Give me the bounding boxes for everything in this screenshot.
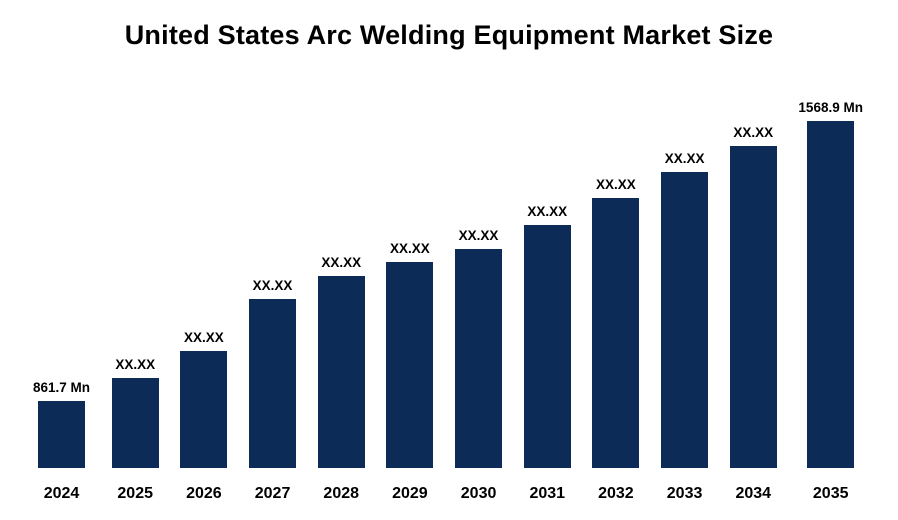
bar-value-label: XX.XX xyxy=(733,125,774,140)
x-axis-tick-label: 2025 xyxy=(117,485,153,502)
bar xyxy=(386,262,434,468)
bar xyxy=(592,198,640,468)
bar xyxy=(523,225,571,468)
bar-value-label: 1568.9 Mn xyxy=(798,100,863,115)
bar xyxy=(111,378,159,468)
bar-column: XX.XX 2030 xyxy=(455,62,503,520)
x-axis-tick-label: 2034 xyxy=(735,485,772,502)
bar-value-label: XX.XX xyxy=(596,177,636,192)
bar-value-label: XX.XX xyxy=(664,151,705,166)
bar-value-label: XX.XX xyxy=(321,255,362,270)
x-axis-tick-label: 2029 xyxy=(392,485,428,502)
x-axis-tick-label: 2035 xyxy=(812,485,849,502)
bar xyxy=(729,146,777,468)
bar-chart-plot-area: 861.7 Mn 2024 XX.XX 2025 XX.XX 2026 XX.XX 2027 X… xyxy=(33,62,863,520)
bar-column: 861.7 Mn 2024 xyxy=(33,62,90,520)
bar-value-label: XX.XX xyxy=(183,330,224,345)
bar xyxy=(38,401,86,468)
bar-column: XX.XX 2028 xyxy=(317,62,365,520)
bar-column: 1568.9 Mn 2035 xyxy=(798,62,863,520)
bar xyxy=(455,249,503,468)
bar-column: XX.XX 2031 xyxy=(523,62,571,520)
x-axis-tick-label: 2027 xyxy=(254,485,291,502)
bar-value-label: 861.7 Mn xyxy=(33,380,91,395)
bar xyxy=(807,121,855,468)
x-axis-tick-label: 2030 xyxy=(460,485,497,502)
bar-value-label: XX.XX xyxy=(115,357,156,372)
x-axis-tick-label: 2024 xyxy=(43,485,80,502)
x-axis-tick-label: 2032 xyxy=(598,485,634,502)
bar-column: XX.XX 2029 xyxy=(386,62,434,520)
bar xyxy=(317,276,365,468)
x-axis-tick-label: 2028 xyxy=(323,485,360,502)
bar-column: XX.XX 2026 xyxy=(180,62,228,520)
x-axis-tick-label: 2026 xyxy=(186,485,222,502)
bar-value-label: XX.XX xyxy=(252,278,293,293)
bar-column: XX.XX 2032 xyxy=(592,62,640,520)
x-axis-tick-label: 2031 xyxy=(529,485,566,502)
bar-value-label: XX.XX xyxy=(527,204,568,219)
bar-column: XX.XX 2025 xyxy=(111,62,159,520)
x-axis-tick-label: 2033 xyxy=(666,485,703,502)
bar-column: XX.XX 2027 xyxy=(249,62,297,520)
bar xyxy=(180,351,228,468)
bar xyxy=(249,299,297,468)
bar-value-label: XX.XX xyxy=(458,228,499,243)
bar-column: XX.XX 2033 xyxy=(661,62,709,520)
bar xyxy=(661,172,709,468)
bar-column: XX.XX 2034 xyxy=(729,62,777,520)
chart-title: United States Arc Welding Equipment Mark… xyxy=(124,20,774,50)
bar-value-label: XX.XX xyxy=(390,241,430,256)
